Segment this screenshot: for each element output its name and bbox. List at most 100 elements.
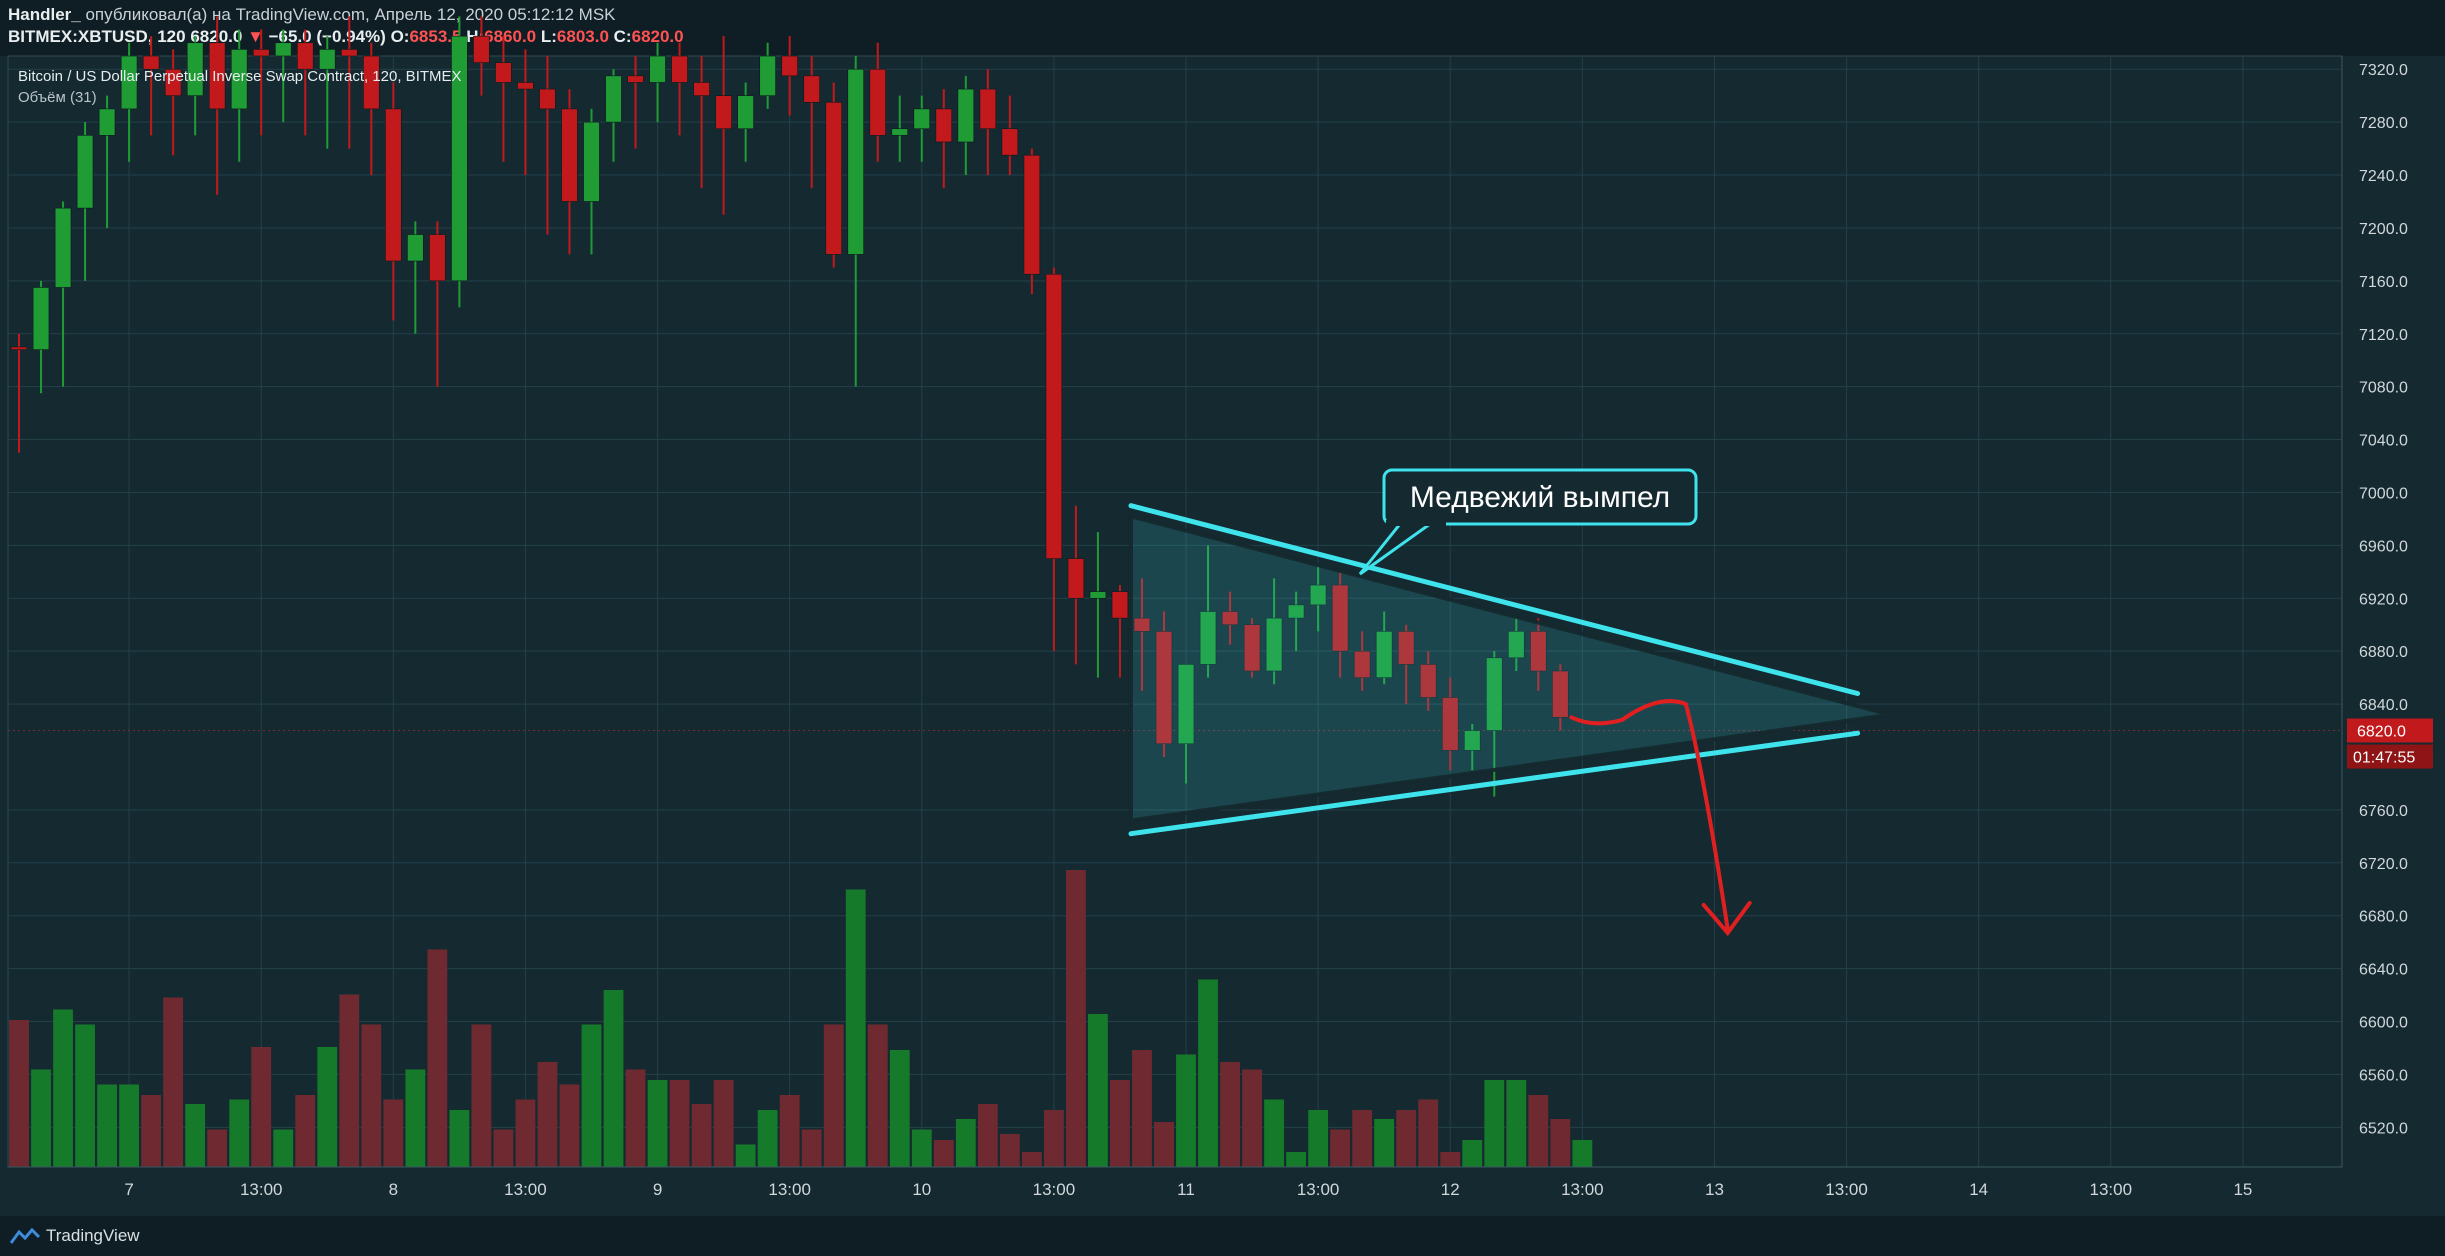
- volume-bar: [537, 1062, 558, 1167]
- x-tick-label: 9: [653, 1180, 662, 1199]
- candle-body: [319, 49, 336, 70]
- candle-body: [385, 108, 402, 262]
- volume-bar: [691, 1104, 712, 1167]
- candle-body: [142, 55, 160, 70]
- candle-body: [869, 68, 886, 136]
- price-chart[interactable]: Медвежий вымпел 7320.0 7280.0 7240.0 7200.0…: [0, 0, 2445, 1216]
- forecast-arrow-path: [1569, 699, 1730, 931]
- candle-body: [1177, 664, 1195, 745]
- volume-bar: [185, 1104, 206, 1167]
- chart-axes: 7320.0 7280.0 7240.0 7200.0 7160.0 7120.0 7080…: [8, 56, 2433, 1199]
- candle-body: [935, 108, 953, 143]
- y-tick-label: 6840.0: [2359, 697, 2408, 714]
- candle-body: [1397, 631, 1415, 665]
- candle-body: [1464, 730, 1481, 751]
- volume-bar: [735, 1144, 756, 1167]
- candle-body: [627, 75, 644, 83]
- volume-bar: [53, 1009, 73, 1167]
- close-value: 6820.0: [631, 27, 684, 46]
- candle-body: [495, 62, 512, 83]
- open-label: O:: [390, 27, 410, 46]
- volume-bar: [1286, 1152, 1307, 1167]
- candle-body: [120, 55, 138, 110]
- volume-bar: [9, 1020, 29, 1167]
- candle-body: [1221, 611, 1239, 626]
- candle-body: [671, 55, 688, 83]
- volume-bar: [273, 1129, 294, 1167]
- volume-bar: [449, 1110, 470, 1167]
- candle-body: [561, 108, 578, 202]
- x-tick-label: 13:00: [504, 1180, 547, 1199]
- y-tick-label: 7200.0: [2359, 221, 2408, 238]
- countdown-tag: [2347, 744, 2433, 769]
- y-tick-label: 7160.0: [2359, 274, 2408, 291]
- volume-bar: [339, 994, 360, 1167]
- candle-body: [1331, 584, 1349, 652]
- volume-bar: [361, 1024, 382, 1167]
- x-tick-label: 10: [912, 1180, 931, 1199]
- candle-body: [517, 82, 534, 90]
- volume-bar: [779, 1095, 800, 1167]
- bearish-forecast-arrow: [1569, 699, 1752, 937]
- x-tick-label: 13:00: [240, 1180, 283, 1199]
- candle-body: [341, 49, 358, 57]
- volume-bar: [427, 949, 448, 1167]
- candlesticks: [10, 16, 1569, 797]
- candle-body: [781, 55, 798, 77]
- current-price-tag: [2347, 718, 2433, 743]
- x-tick-label: 14: [1969, 1180, 1988, 1199]
- volume-bar: [867, 1024, 888, 1167]
- volume-bar: [383, 1099, 404, 1167]
- candle-body: [473, 35, 490, 63]
- volume-bar: [1396, 1110, 1417, 1167]
- volume-bar: [845, 889, 866, 1167]
- candle-body: [539, 88, 556, 110]
- candle-body: [715, 95, 732, 130]
- volume-bar: [31, 1069, 51, 1167]
- candle-body: [649, 55, 666, 83]
- volume-bar: [1132, 1050, 1152, 1167]
- tradingview-brand[interactable]: TradingView: [10, 1226, 140, 1246]
- volume-bar: [1374, 1119, 1395, 1167]
- volume-bar: [1088, 1014, 1108, 1167]
- annotation-callout: Медвежий вымпел: [1358, 468, 1698, 576]
- brand-name: TradingView: [46, 1226, 140, 1245]
- candle-body: [1442, 697, 1459, 751]
- volume-bar: [251, 1047, 272, 1167]
- current-price-value: 6820.0: [2357, 724, 2406, 741]
- candle-body: [1530, 631, 1547, 672]
- candle-body: [1155, 631, 1173, 745]
- candle-body: [429, 234, 446, 282]
- volume-bar: [977, 1104, 998, 1167]
- volume-bar: [955, 1119, 976, 1167]
- volume-indicator-label[interactable]: Объём (31): [18, 89, 97, 106]
- volume-bar: [141, 1095, 162, 1167]
- candle-body: [1001, 128, 1019, 156]
- y-tick-label: 7280.0: [2359, 115, 2408, 132]
- volume-bars: [9, 870, 1593, 1167]
- y-tick-label: 6920.0: [2359, 591, 2408, 608]
- volume-bar: [295, 1095, 316, 1167]
- candle-body: [1265, 617, 1283, 672]
- chart-title: Bitcoin / US Dollar Perpetual Inverse Sw…: [18, 68, 462, 85]
- countdown-value: 01:47:55: [2353, 750, 2415, 767]
- candle-body: [1375, 631, 1393, 678]
- x-tick-label: 13:00: [1297, 1180, 1340, 1199]
- y-tick-label: 6720.0: [2359, 856, 2408, 873]
- author-name[interactable]: Handler_: [8, 5, 81, 24]
- callout-pointer: [1358, 522, 1431, 576]
- footer-bar: TradingView: [0, 1216, 2445, 1256]
- volume-bar: [163, 997, 184, 1167]
- candle-body: [10, 346, 28, 350]
- volume-bar: [1176, 1054, 1196, 1167]
- candle-body: [275, 42, 292, 57]
- symbol-name[interactable]: BITMEX:XBTUSD, 120: [8, 27, 186, 46]
- volume-bar: [1264, 1099, 1284, 1167]
- volume-bar: [515, 1099, 536, 1167]
- candle-body: [208, 42, 226, 110]
- candle-body: [451, 35, 468, 282]
- pennant-shade: [1128, 513, 1892, 823]
- volume-bar: [405, 1069, 426, 1167]
- y-tick-label: 6760.0: [2359, 803, 2408, 820]
- volume-bar: [493, 1129, 514, 1167]
